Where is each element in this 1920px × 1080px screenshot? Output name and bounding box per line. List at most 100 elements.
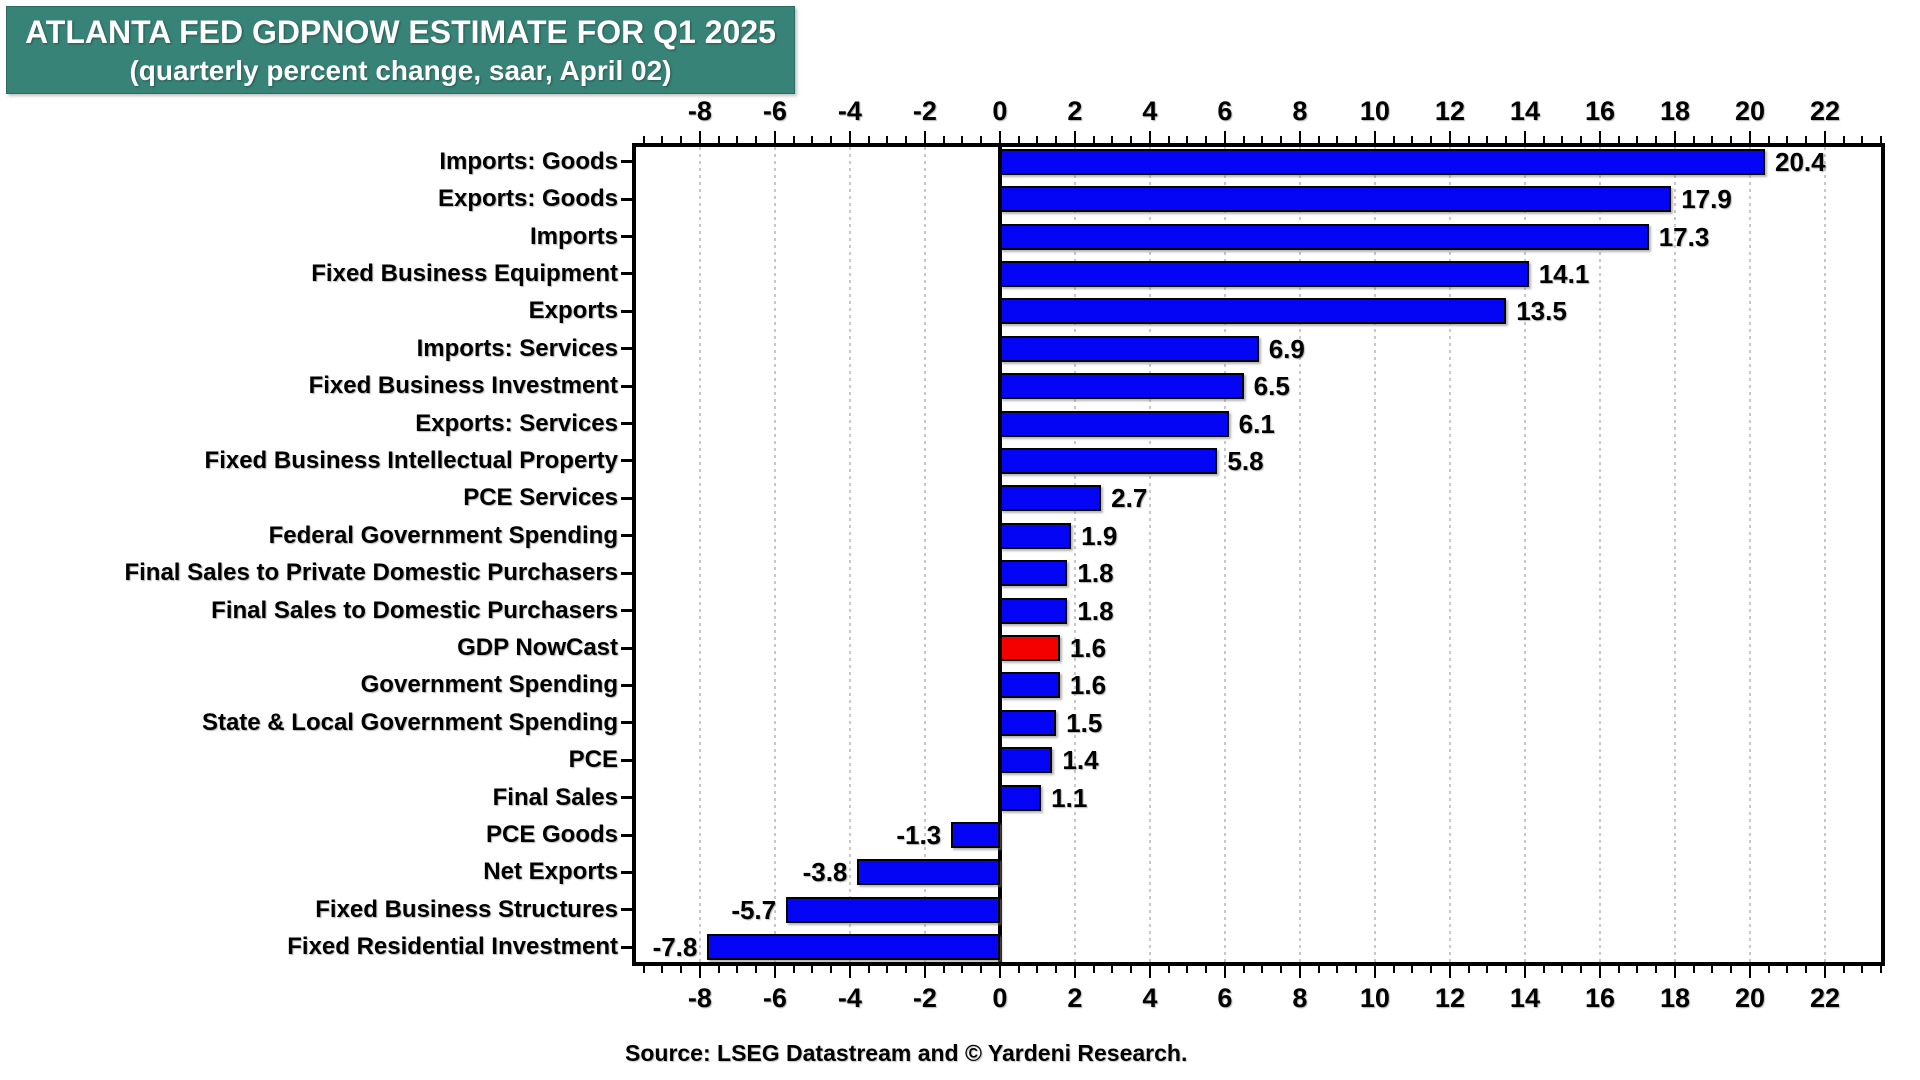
- zero-axis-line: [997, 143, 1002, 966]
- bar-value-label: 17.3: [1658, 221, 1710, 252]
- y-tick: [621, 683, 632, 687]
- bar-value-label: 20.4: [1774, 146, 1826, 177]
- category-label: PCE Goods: [485, 821, 618, 849]
- x-major-tick: [1223, 966, 1226, 978]
- category-label: PCE: [568, 746, 618, 774]
- bar-value-label: 1.6: [1069, 633, 1107, 664]
- x-tick-label-top: 16: [1584, 96, 1615, 126]
- bar: [999, 148, 1765, 175]
- x-tick-label-top: 6: [1217, 96, 1233, 126]
- x-minor-tick: [1336, 136, 1339, 143]
- gridline: [1298, 147, 1301, 962]
- x-minor-tick: [1692, 136, 1695, 143]
- x-minor-tick: [1111, 136, 1114, 143]
- bar: [999, 672, 1060, 699]
- x-minor-tick: [1111, 966, 1114, 973]
- category-label: Fixed Residential Investment: [287, 933, 618, 961]
- bar: [999, 186, 1672, 213]
- x-minor-tick: [642, 136, 645, 143]
- x-minor-tick: [717, 966, 720, 973]
- x-minor-tick: [736, 966, 739, 973]
- y-tick: [621, 459, 632, 463]
- x-minor-tick: [1130, 966, 1133, 973]
- x-minor-tick: [1561, 136, 1564, 143]
- x-minor-tick: [1317, 136, 1320, 143]
- x-minor-tick: [1805, 136, 1808, 143]
- x-minor-tick: [905, 966, 908, 973]
- x-major-tick: [1673, 966, 1676, 978]
- bar: [999, 335, 1259, 362]
- x-major-tick: [1073, 966, 1076, 978]
- x-minor-tick: [1430, 966, 1433, 973]
- bar-value-label: 14.1: [1538, 258, 1590, 289]
- x-minor-tick: [736, 136, 739, 143]
- x-minor-tick: [1692, 966, 1695, 973]
- bar-value-label: 1.5: [1066, 707, 1103, 738]
- bar: [999, 747, 1053, 774]
- x-minor-tick: [1767, 136, 1770, 143]
- x-tick-label-bottom: 20: [1734, 983, 1765, 1013]
- x-minor-tick: [1242, 966, 1245, 973]
- x-minor-tick: [1036, 966, 1039, 973]
- x-tick-label-top: -2: [912, 96, 937, 126]
- bar: [999, 560, 1068, 587]
- category-label: GDP NowCast: [457, 634, 618, 662]
- x-minor-tick: [867, 136, 870, 143]
- x-minor-tick: [1786, 136, 1789, 143]
- x-minor-tick: [867, 966, 870, 973]
- x-major-tick: [923, 966, 926, 978]
- x-major-tick: [698, 131, 701, 143]
- x-minor-tick: [661, 136, 664, 143]
- y-tick: [621, 833, 632, 837]
- x-minor-tick: [1092, 966, 1095, 973]
- x-major-tick: [998, 966, 1001, 978]
- x-tick-label-bottom: 18: [1659, 983, 1690, 1013]
- x-minor-tick: [1842, 136, 1845, 143]
- y-tick: [621, 609, 632, 613]
- bar-value-label: 1.9: [1081, 520, 1118, 551]
- category-label: Fixed Business Investment: [308, 372, 618, 400]
- x-major-tick: [998, 131, 1001, 143]
- gridline: [1673, 147, 1676, 962]
- y-tick: [621, 347, 632, 351]
- x-minor-tick: [1186, 966, 1189, 973]
- bar: [786, 896, 1000, 923]
- x-tick-label-top: 8: [1292, 96, 1308, 126]
- y-tick: [621, 908, 632, 912]
- x-minor-tick: [1805, 966, 1808, 973]
- x-minor-tick: [1261, 966, 1264, 973]
- y-tick: [621, 758, 632, 762]
- gridline: [1598, 147, 1601, 962]
- x-minor-tick: [1711, 966, 1714, 973]
- category-label: Exports: [528, 297, 618, 325]
- x-minor-tick: [1017, 136, 1020, 143]
- category-label: State & Local Government Spending: [201, 708, 618, 736]
- category-label: Final Sales to Private Domestic Purchase…: [124, 559, 618, 587]
- x-tick-label-top: -4: [837, 96, 862, 126]
- bar: [707, 934, 1000, 961]
- x-minor-tick: [980, 136, 983, 143]
- x-minor-tick: [680, 966, 683, 973]
- x-minor-tick: [1636, 136, 1639, 143]
- x-tick-label-bottom: 0: [992, 983, 1008, 1013]
- y-tick: [621, 870, 632, 874]
- x-minor-tick: [830, 966, 833, 973]
- x-minor-tick: [717, 136, 720, 143]
- x-minor-tick: [1205, 136, 1208, 143]
- x-minor-tick: [792, 136, 795, 143]
- x-minor-tick: [1411, 966, 1414, 973]
- gridline: [923, 147, 926, 962]
- gridline: [773, 147, 776, 962]
- chart-title-box: ATLANTA FED GDPNOW ESTIMATE FOR Q1 2025 …: [6, 6, 795, 94]
- x-tick-label-top: 14: [1509, 96, 1540, 126]
- bar: [999, 597, 1068, 624]
- x-major-tick: [1523, 131, 1526, 143]
- x-minor-tick: [1730, 136, 1733, 143]
- x-minor-tick: [1280, 966, 1283, 973]
- x-minor-tick: [886, 136, 889, 143]
- bar-value-label: 6.9: [1268, 333, 1305, 364]
- category-label: Net Exports: [483, 858, 618, 886]
- gridline: [1523, 147, 1526, 962]
- x-tick-label-bottom: -8: [687, 983, 712, 1013]
